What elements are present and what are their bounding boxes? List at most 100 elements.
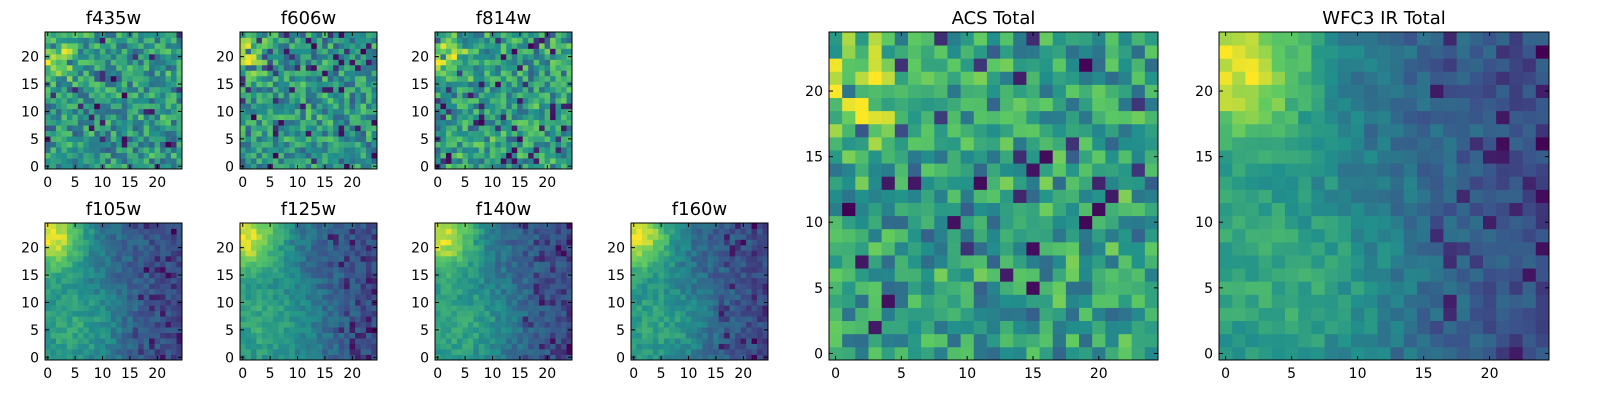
- x-tick-label: 15: [121, 175, 139, 191]
- heatmap-cell: [77, 354, 84, 361]
- heatmap-cell: [489, 233, 496, 240]
- heatmap-cell: [740, 327, 747, 333]
- heatmap-cell: [445, 92, 452, 99]
- heatmap-cell: [50, 114, 57, 121]
- heatmap-cell: [311, 163, 318, 170]
- heatmap-cell: [61, 349, 68, 355]
- heatmap-cell: [283, 250, 290, 257]
- heatmap-cell: [473, 244, 480, 251]
- heatmap-cell: [240, 288, 246, 295]
- heatmap-cell: [435, 288, 441, 295]
- heatmap-cell: [294, 125, 301, 132]
- heatmap-cell: [138, 32, 145, 38]
- heatmap-cell: [110, 338, 117, 344]
- heatmap-cell: [440, 114, 447, 121]
- heatmap-cell: [256, 130, 263, 137]
- heatmap-cell: [121, 81, 128, 88]
- heatmap-cell: [121, 332, 128, 339]
- heatmap-cell: [55, 86, 62, 93]
- heatmap-cell: [316, 327, 323, 333]
- heatmap-cell: [371, 349, 378, 355]
- heatmap-cell: [435, 239, 441, 246]
- heatmap-cell: [283, 255, 290, 262]
- panel-title: f160w: [672, 199, 727, 220]
- heatmap-cell: [735, 338, 741, 344]
- heatmap-cell: [451, 228, 458, 235]
- heatmap-cell: [349, 64, 356, 71]
- heatmap-cell: [746, 327, 752, 333]
- heatmap-cell: [305, 228, 312, 235]
- heatmap-cell: [718, 332, 725, 339]
- heatmap-cell: [371, 228, 378, 235]
- heatmap-cell: [511, 354, 518, 361]
- heatmap-cell: [566, 321, 573, 328]
- heatmap-cell: [143, 119, 150, 126]
- heatmap-cell: [663, 239, 670, 246]
- heatmap-cell: [934, 320, 948, 335]
- heatmap-cell: [762, 349, 769, 355]
- heatmap-cell: [160, 42, 166, 49]
- heatmap-cell: [729, 343, 736, 350]
- heatmap-cell: [66, 81, 73, 88]
- heatmap-cell: [462, 327, 469, 333]
- heatmap-cell: [311, 266, 318, 273]
- heatmap-cell: [72, 48, 79, 55]
- heatmap-cell: [506, 354, 513, 361]
- heatmap-cell: [349, 338, 356, 344]
- heatmap-cell: [489, 261, 496, 268]
- heatmap-cell: [881, 163, 896, 177]
- heatmap-cell: [88, 103, 95, 110]
- heatmap-cell: [349, 255, 356, 262]
- heatmap-cell: [366, 277, 372, 284]
- heatmap-cell: [45, 92, 51, 99]
- heatmap-cell: [272, 37, 279, 44]
- heatmap-cell: [663, 310, 670, 317]
- heatmap-cell: [88, 332, 95, 339]
- heatmap-cell: [506, 103, 513, 110]
- heatmap-cell: [72, 130, 79, 137]
- heatmap-cell: [94, 233, 101, 240]
- heatmap-cell: [66, 332, 73, 339]
- heatmap-cell: [702, 310, 709, 317]
- heatmap-cell: [366, 332, 372, 339]
- heatmap-cell: [360, 277, 367, 284]
- heatmap-cell: [294, 59, 301, 66]
- heatmap-cell: [456, 310, 463, 317]
- heatmap-cell: [72, 136, 79, 142]
- heatmap-cell: [713, 239, 720, 246]
- heatmap-cell: [105, 97, 112, 104]
- heatmap-cell: [718, 239, 725, 246]
- heatmap-cell: [555, 108, 562, 115]
- heatmap-cell: [500, 288, 507, 295]
- heatmap-cell: [934, 176, 948, 190]
- heatmap-cell: [311, 70, 318, 77]
- heatmap-cell: [495, 354, 502, 361]
- heatmap-cell: [327, 239, 334, 246]
- heatmap-cell: [94, 147, 101, 153]
- heatmap-cell: [149, 32, 155, 38]
- heatmap-cell: [176, 332, 183, 339]
- heatmap-cell: [121, 48, 128, 55]
- heatmap-cell: [1065, 320, 1080, 335]
- heatmap-cell: [338, 316, 345, 323]
- heatmap-cell: [50, 343, 57, 350]
- heatmap-cell: [149, 327, 155, 333]
- heatmap-cell: [478, 53, 485, 60]
- heatmap-cell: [371, 86, 378, 93]
- heatmap-cell: [176, 37, 183, 44]
- heatmap-cell: [349, 321, 356, 328]
- heatmap-cell: [121, 130, 128, 137]
- heatmap-cell: [539, 53, 545, 60]
- heatmap-cell: [669, 338, 676, 344]
- heatmap-cell: [138, 114, 145, 121]
- heatmap-cell: [311, 147, 318, 153]
- heatmap-cell: [327, 97, 334, 104]
- heatmap-cell: [322, 327, 329, 333]
- heatmap-cell: [250, 266, 257, 273]
- heatmap-cell: [316, 48, 323, 55]
- heatmap-cell: [539, 239, 545, 246]
- heatmap-cell: [674, 223, 681, 229]
- heatmap-cell: [154, 70, 161, 77]
- heatmap-cell: [267, 250, 274, 257]
- heatmap-cell: [176, 228, 183, 235]
